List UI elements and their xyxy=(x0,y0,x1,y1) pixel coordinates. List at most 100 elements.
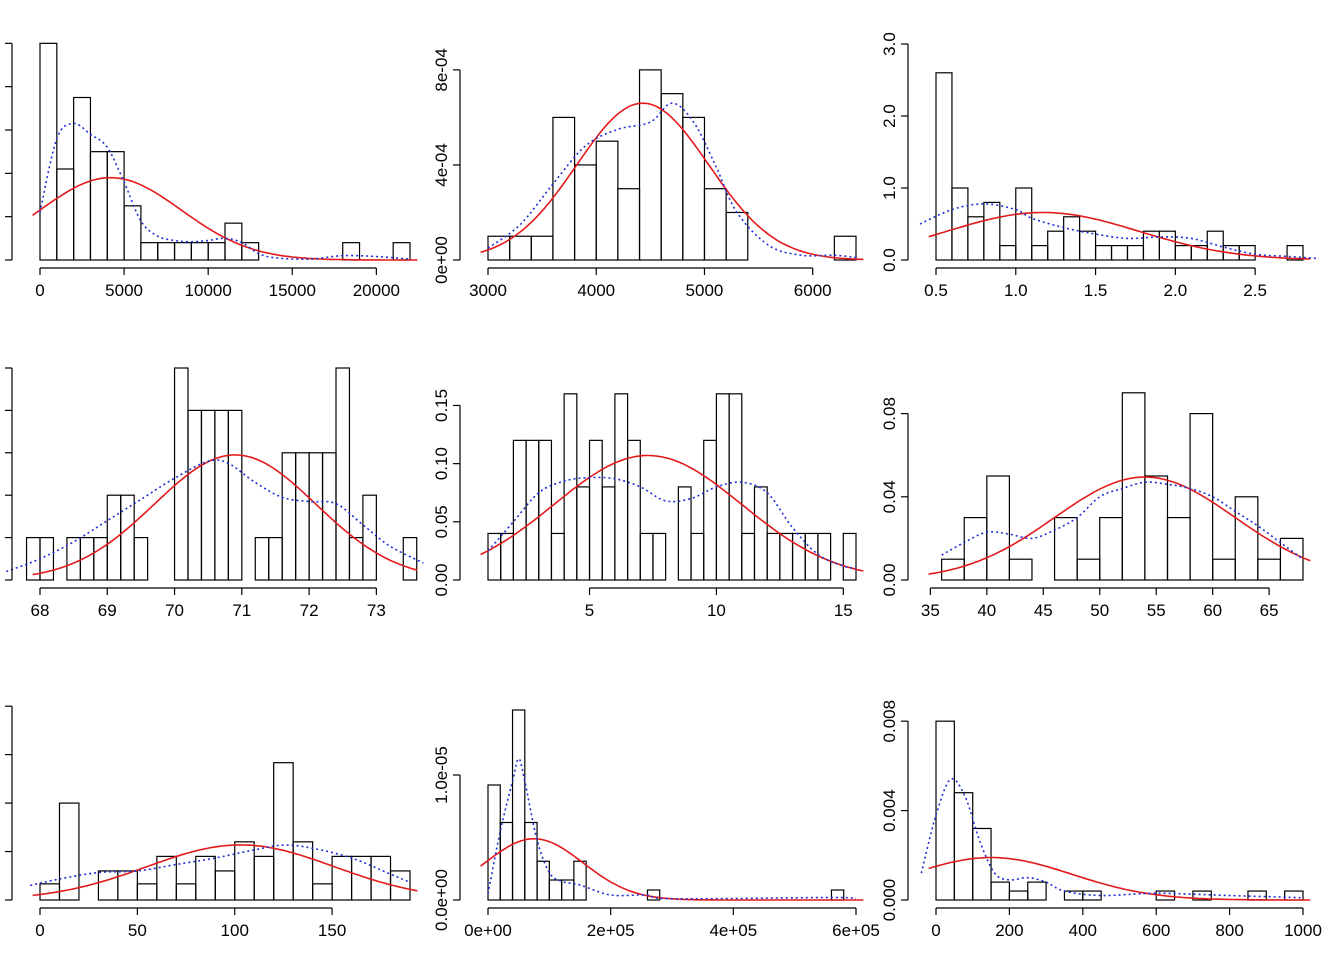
histogram-bar xyxy=(766,532,781,581)
histogram-bar xyxy=(1079,230,1097,261)
histogram-bar xyxy=(335,367,351,581)
histogram-bar xyxy=(1189,413,1214,581)
histogram-bar xyxy=(89,151,108,261)
normal-fit-curve xyxy=(928,211,1311,260)
histogram-bar xyxy=(560,879,575,901)
histogram-bar xyxy=(536,860,550,901)
histogram-bar xyxy=(951,187,969,261)
histogram-bar xyxy=(1279,537,1304,581)
histogram-bar xyxy=(652,532,667,581)
histogram-bar xyxy=(207,242,226,261)
x-tick-label: 20000 xyxy=(353,281,400,300)
histogram-bar xyxy=(331,855,353,901)
normal-fit-curve xyxy=(480,454,864,572)
histogram-bar xyxy=(690,532,705,581)
histogram-bar xyxy=(511,709,526,901)
x-tick-label: 10000 xyxy=(185,281,232,300)
x-tick-label: 15 xyxy=(834,601,853,620)
histogram-bar xyxy=(312,883,333,901)
histogram-bar xyxy=(791,532,806,581)
x-tick-label: 6000 xyxy=(794,281,832,300)
histogram-bar xyxy=(1008,890,1029,901)
histogram-bar xyxy=(1247,890,1267,901)
x-tick-label: 6e+05 xyxy=(832,921,880,940)
histogram-bar xyxy=(224,222,243,261)
histogram-bar xyxy=(626,439,641,581)
histogram-panel-1: 0 5000 10000 15000 20000 xyxy=(5,42,418,300)
x-tick-label: 600 xyxy=(1142,921,1170,940)
histogram-bar xyxy=(156,855,177,901)
normal-fit-curve xyxy=(928,476,1311,575)
histogram-bar xyxy=(268,536,283,581)
histogram-bar xyxy=(538,439,553,581)
histogram-bar xyxy=(614,393,629,581)
y-tick-label: 0.008 xyxy=(880,700,899,743)
histogram-bar xyxy=(1257,558,1282,581)
histogram-bar xyxy=(200,409,216,581)
normal-fit-curve xyxy=(480,837,864,901)
density-curve xyxy=(30,844,411,887)
y-tick-label: 0.04 xyxy=(880,480,899,513)
x-tick-label: 55 xyxy=(1147,601,1166,620)
y-tick-label: 2.0 xyxy=(880,104,899,128)
histogram-bar xyxy=(601,486,616,581)
histogram-bar xyxy=(140,242,159,261)
histogram-bar xyxy=(1063,890,1084,901)
histogram-bar xyxy=(972,827,992,901)
histogram-bar xyxy=(106,494,122,581)
histogram-bar xyxy=(173,242,192,261)
density-curve xyxy=(941,481,1304,560)
histogram-bar xyxy=(348,536,364,581)
histogram-bar xyxy=(1166,516,1191,581)
y-tick-label: 4e-04 xyxy=(432,143,451,186)
histogram-bar xyxy=(93,536,108,581)
histogram-bar xyxy=(1144,475,1169,581)
normal-fit-curve xyxy=(32,176,418,261)
histogram-bar xyxy=(703,439,718,581)
density-curve xyxy=(487,757,857,900)
histogram-bar xyxy=(1082,890,1102,901)
histogram-bar xyxy=(1031,245,1049,261)
histogram-bar xyxy=(392,242,411,261)
histogram-bar xyxy=(986,475,1010,581)
histogram-bar xyxy=(402,536,418,581)
density-curve xyxy=(6,459,424,573)
density-curve xyxy=(919,203,1320,260)
histogram-bar xyxy=(214,870,236,901)
histogram-panel-2: 3000 4000 5000 6000 0e+00 4e-04 8e-04 xyxy=(432,48,864,300)
histogram-panel-4: 68 69 70 71 72 73 xyxy=(5,367,424,620)
histogram-bar xyxy=(234,841,255,901)
histogram-bar xyxy=(682,116,706,261)
histogram-bar xyxy=(190,242,209,261)
histogram-bar xyxy=(804,532,819,581)
histogram-bar xyxy=(123,205,142,261)
x-tick-label: 2.5 xyxy=(1243,281,1267,300)
histogram-bar xyxy=(227,409,243,581)
y-tick-label: 0e+00 xyxy=(432,236,451,284)
x-tick-label: 1.5 xyxy=(1084,281,1108,300)
x-tick-label: 70 xyxy=(165,601,184,620)
histogram-bar xyxy=(525,439,540,581)
histogram-bar xyxy=(963,516,988,581)
histogram-bar xyxy=(830,889,845,901)
x-tick-label: 68 xyxy=(31,601,50,620)
x-tick-label: 3000 xyxy=(469,281,507,300)
histogram-bar xyxy=(73,96,92,261)
histogram-bar xyxy=(56,168,75,261)
x-tick-label: 0 xyxy=(931,921,940,940)
y-tick-label: 0.10 xyxy=(432,447,451,480)
histogram-bar xyxy=(548,879,563,901)
histogram-bar xyxy=(295,452,310,581)
x-tick-label: 60 xyxy=(1203,601,1222,620)
histogram-bar xyxy=(509,235,532,261)
histogram-bar xyxy=(120,494,135,581)
histogram-bar xyxy=(342,242,361,261)
histogram-bar xyxy=(990,881,1010,901)
x-tick-label: 200 xyxy=(995,921,1023,940)
x-tick-label: 50 xyxy=(1090,601,1109,620)
histogram-panel-3: 0.5 1.0 1.5 2.0 2.5 0.0 1.0 2.0 3.0 xyxy=(880,32,1320,300)
normal-fit-curve xyxy=(32,844,418,897)
x-tick-label: 73 xyxy=(367,601,386,620)
histogram-bar xyxy=(254,536,270,581)
